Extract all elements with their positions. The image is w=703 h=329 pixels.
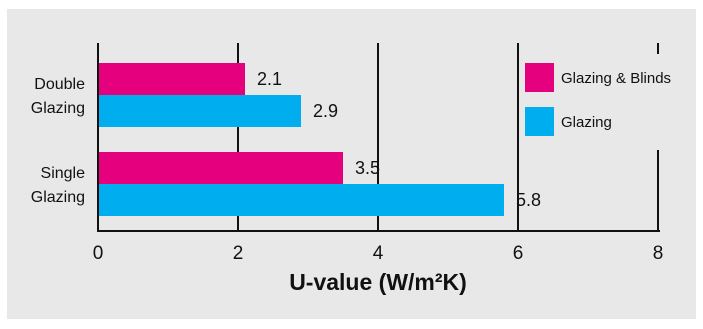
category-label-line1: Double [34, 76, 85, 93]
x-axis-title: U-value (W/m²K) [289, 269, 467, 295]
axes [97, 43, 660, 232]
x-tick-0: 0 [93, 243, 104, 264]
legend-label-glazing: Glazing [561, 114, 612, 131]
x-tick-8: 8 [653, 243, 664, 264]
category-label-line2: Glazing [31, 100, 85, 117]
legend-label-glazing-blinds: Glazing & Blinds [561, 70, 671, 87]
legend: Glazing & Blinds Glazing [520, 54, 696, 150]
x-tick-labels: 0 2 4 6 8 [93, 243, 664, 264]
data-label-double-glazing: 2.9 [313, 101, 338, 121]
bars [98, 63, 504, 216]
category-label-line2: Glazing [31, 189, 85, 206]
bar-double-glazing [98, 95, 301, 127]
x-tick-6: 6 [513, 243, 524, 264]
x-tick-2: 2 [233, 243, 244, 264]
legend-swatch-glazing-blinds [525, 63, 554, 92]
data-label-single-glazing-blinds: 3.5 [355, 158, 380, 178]
bar-double-glazing-blinds [98, 63, 245, 95]
bar-single-glazing [98, 184, 504, 216]
legend-swatch-glazing [525, 107, 554, 136]
bar-single-glazing-blinds [98, 152, 343, 184]
data-label-double-glazing-blinds: 2.1 [257, 69, 282, 89]
data-label-single-glazing: 5.8 [516, 190, 541, 210]
category-labels: Double Glazing Single Glazing [31, 76, 85, 206]
x-tick-4: 4 [373, 243, 384, 264]
category-label-line1: Single [41, 165, 86, 182]
data-labels: 2.1 2.9 3.5 5.8 [257, 69, 541, 210]
